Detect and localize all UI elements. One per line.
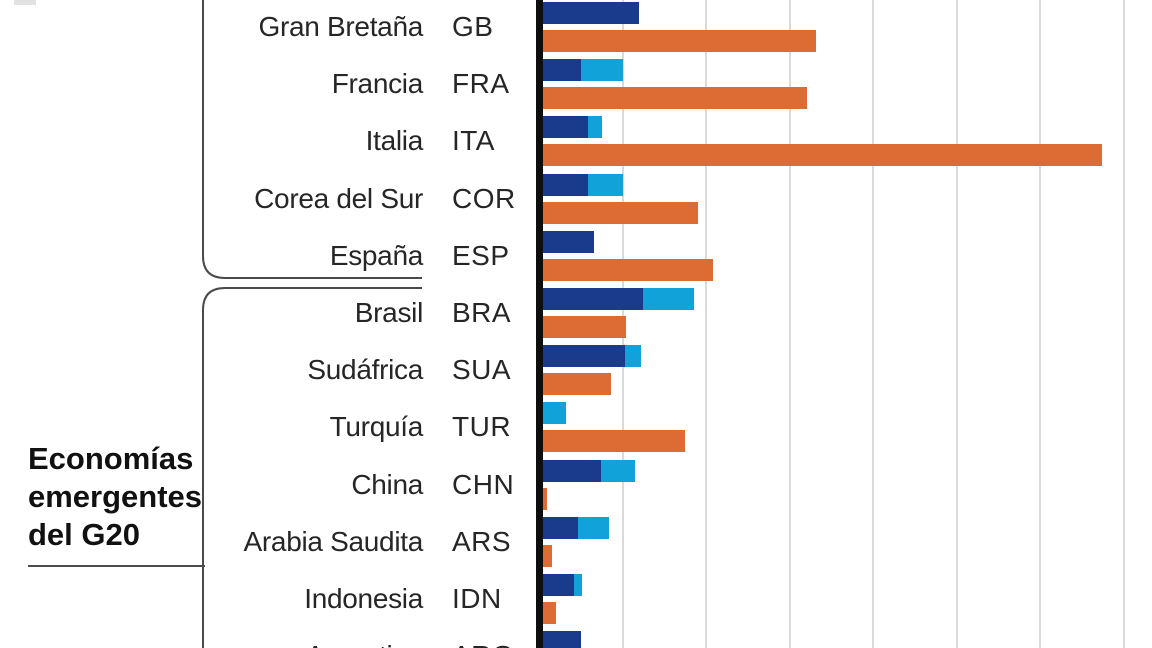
bar-blue-light xyxy=(574,574,582,596)
country-code-label: ARS xyxy=(452,526,512,557)
gridline xyxy=(956,0,958,648)
axis-line xyxy=(536,0,543,648)
country-name-label: Argentina xyxy=(0,640,423,648)
gridline xyxy=(1123,0,1125,648)
bar-orange xyxy=(543,545,552,567)
bar-orange xyxy=(543,430,685,452)
bar-orange xyxy=(543,373,611,395)
gridline xyxy=(872,0,874,648)
country-row-label: Italia ITA xyxy=(0,115,560,167)
country-code-label: SUA xyxy=(452,354,512,385)
bar-blue-dark xyxy=(543,174,588,196)
bar-blue-dark xyxy=(543,345,625,367)
country-code-label: CHN xyxy=(452,469,515,500)
country-name-label: Italia xyxy=(365,125,424,156)
country-code-label: FRA xyxy=(452,68,510,99)
gridline xyxy=(789,0,791,648)
bar-blue-light xyxy=(581,59,623,81)
country-code-label: ITA xyxy=(452,125,495,156)
country-row-label: Argentina ARG xyxy=(0,630,560,648)
country-name-label: España xyxy=(329,240,423,271)
country-code-label: TUR xyxy=(452,411,512,442)
country-code-label: COR xyxy=(452,183,516,214)
country-name-label: Turquía xyxy=(329,411,424,442)
bar-orange xyxy=(543,87,807,109)
bar-blue-dark xyxy=(543,2,639,24)
country-name-label: Indonesia xyxy=(304,583,423,614)
gridline xyxy=(705,0,707,648)
bar-orange xyxy=(543,202,698,224)
country-code-label: ESP xyxy=(452,240,510,271)
bar-orange xyxy=(543,316,626,338)
bar-blue-light xyxy=(643,288,694,310)
bar-blue-dark xyxy=(543,517,578,539)
cropped-label-remnant xyxy=(14,0,36,5)
country-name-label: Gran Bretaña xyxy=(258,11,424,42)
country-name-label: Francia xyxy=(331,68,424,99)
bar-orange xyxy=(543,144,1102,166)
country-code-label: ARG xyxy=(452,640,514,648)
bar-orange xyxy=(543,30,816,52)
country-name-label: Sudáfrica xyxy=(307,354,423,385)
bar-blue-light xyxy=(588,174,623,196)
country-row-label: España ESP xyxy=(0,230,560,282)
country-row-label: Francia FRA xyxy=(0,58,560,110)
emerging-group-label-line2: emergentes xyxy=(28,479,203,514)
bar-blue-dark xyxy=(543,288,643,310)
bar-orange xyxy=(543,488,547,510)
country-code-label: GB xyxy=(452,11,494,42)
country-row-label: Indonesia IDN xyxy=(0,573,560,625)
country-name-label: Corea del Sur xyxy=(254,183,423,214)
bar-blue-light xyxy=(588,116,602,138)
country-row-label: Gran Bretaña GB xyxy=(0,1,560,53)
bar-blue-dark xyxy=(543,460,601,482)
bar-blue-light xyxy=(578,517,609,539)
bar-blue-light xyxy=(543,402,566,424)
bar-blue-dark xyxy=(543,116,588,138)
bar-blue-light xyxy=(625,345,641,367)
bar-blue-dark xyxy=(543,59,581,81)
country-code-label: IDN xyxy=(452,583,502,614)
bar-blue-light xyxy=(601,460,635,482)
gridline xyxy=(1039,0,1041,648)
emerging-group-label-line1: Economías xyxy=(28,441,194,476)
label-connector-line xyxy=(28,565,205,567)
country-row-label: Brasil BRA xyxy=(0,287,560,339)
country-row-label: Sudáfrica SUA xyxy=(0,344,560,396)
bar-blue-dark xyxy=(543,574,574,596)
country-name-label: Brasil xyxy=(354,297,424,328)
bar-orange xyxy=(543,602,556,624)
country-code-label: BRA xyxy=(452,297,512,328)
bar-blue-dark xyxy=(543,231,594,253)
bar-blue-dark xyxy=(543,631,581,648)
emerging-group-label-line3: del G20 xyxy=(28,517,140,552)
bar-orange xyxy=(543,259,713,281)
emerging-group-label: Economías emergentes del G20 xyxy=(28,440,202,554)
country-row-label: Corea del Sur COR xyxy=(0,173,560,225)
